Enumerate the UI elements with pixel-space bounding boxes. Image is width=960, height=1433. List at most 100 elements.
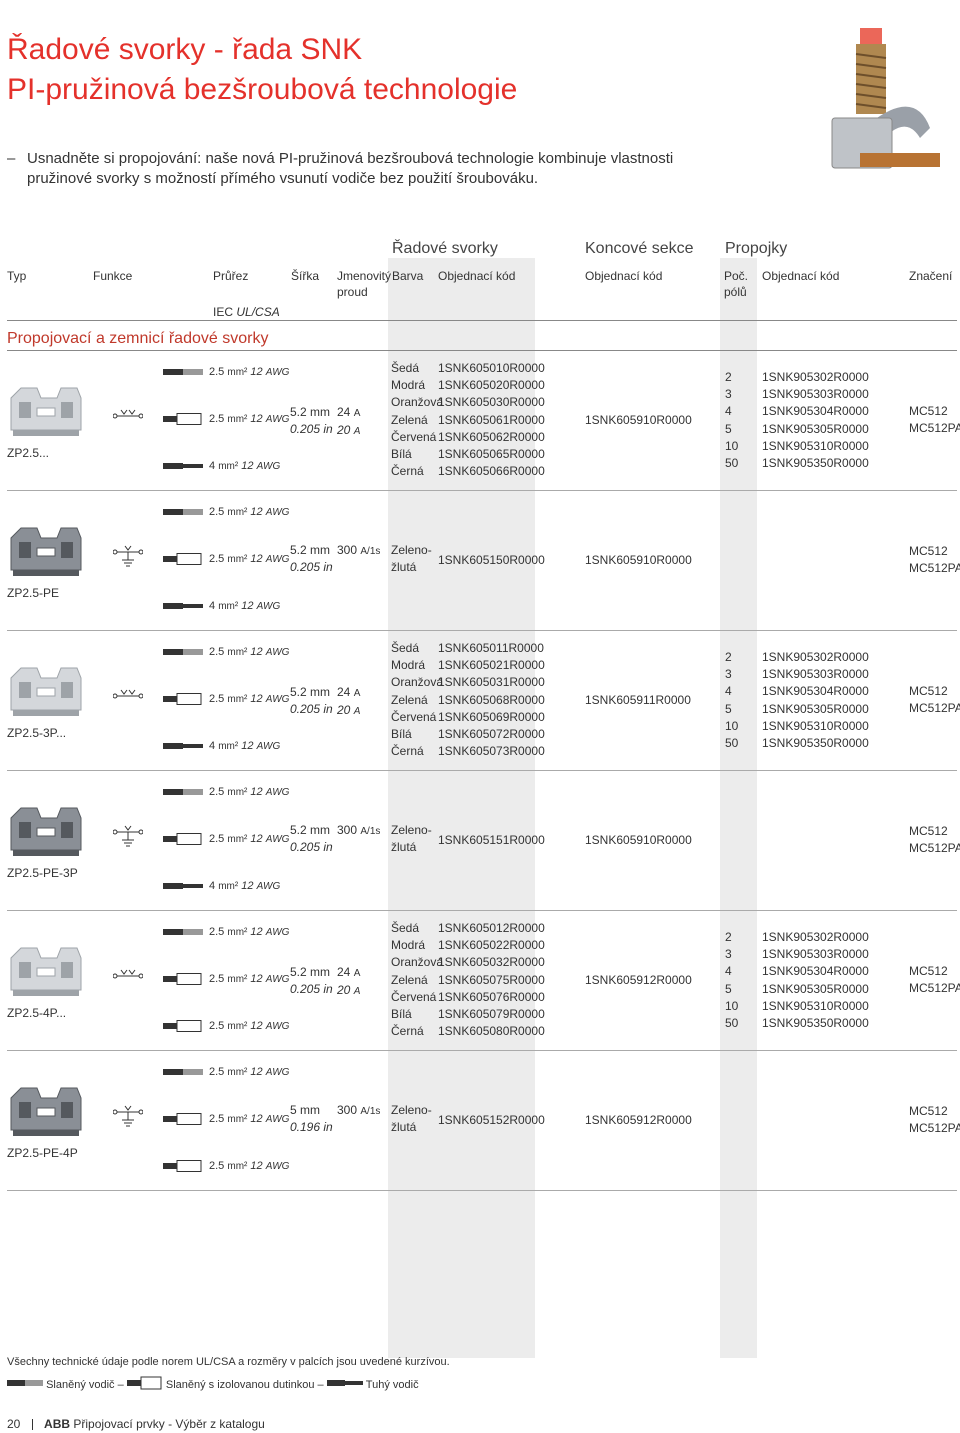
jumper-code: 1SNK905305R0000 — [762, 701, 869, 716]
awg-unit: AWG — [265, 1021, 290, 1032]
product-image — [10, 527, 82, 576]
color-name: Oranžová — [391, 395, 444, 410]
cross-section: 2.5 mm² 12 AWG — [163, 1066, 289, 1078]
cross-section-value: 2.5 — [209, 693, 225, 705]
pole-count: 2 — [725, 370, 732, 384]
color-list: Šedá Modrá Oranžová Zelená Červená Bílá Černá — [391, 640, 443, 760]
pole-count: 3 — [725, 667, 732, 682]
cross-section-value: 2.5 — [209, 1066, 225, 1078]
legend-a: Slaněný vodič — [46, 1378, 115, 1391]
header-rule — [7, 320, 957, 321]
cross-section: 4 mm² 12 AWG — [163, 880, 280, 892]
table-row: ZP2.5-PE 2.5 mm² 12 AWG 2.5 mm² 12 AWG 4 mm… — [0, 492, 960, 632]
cross-section-unit: mm² — [227, 974, 248, 985]
awg-value: 12 — [250, 413, 263, 425]
order-code: 1SNK605031R0000 — [438, 675, 545, 690]
width-mm-unit: mm — [310, 543, 331, 557]
jumper-code: 1SNK905304R0000 — [762, 404, 869, 419]
marking-code: MC512PA — [909, 841, 960, 856]
end-section-code: 1SNK605912R0000 — [585, 1113, 692, 1127]
width-mm: 5.2 — [290, 685, 307, 699]
width-in: 0.205 — [290, 982, 321, 997]
order-code: 1SNK605011R0000 — [438, 641, 544, 655]
pole-list: 2 3 4 5 10 50 — [725, 369, 738, 472]
jumper-list: 1SNK905302R0000 1SNK905303R0000 1SNK905304… — [762, 929, 869, 1032]
header-obj2: Objednací kód — [585, 269, 663, 283]
header-proud: proud — [337, 285, 368, 299]
width-mm-unit: mm — [310, 823, 331, 837]
cross-section-value: 2.5 — [209, 786, 225, 798]
page-title: Řadové svorky - řada SNK PI-pružinová be… — [7, 30, 517, 110]
current-ul-unit: A — [353, 968, 361, 979]
cross-section-unit: mm² — [227, 507, 248, 518]
rated-current: 300 A/1s — [337, 822, 380, 840]
width-in-unit: in — [323, 560, 333, 575]
color-name: Bílá — [391, 447, 412, 462]
marking-code: MC512 — [909, 684, 948, 698]
footer-brand: ABB — [44, 1417, 71, 1431]
width-mm: 5 — [290, 1103, 297, 1117]
cross-section-unit: mm² — [227, 554, 248, 565]
cross-section: 2.5 mm² 12 AWG — [163, 1160, 289, 1173]
pole-count: 10 — [725, 438, 739, 453]
gray-column-poc — [720, 258, 757, 1358]
awg-value: 12 — [241, 460, 254, 472]
marking-list: MC512 MC512PA — [909, 543, 960, 577]
section-title: Propojovací a zemnicí řadové svorky — [7, 330, 269, 347]
rated-current: 24 A 20 A — [337, 964, 360, 1000]
current-iec: 20 — [337, 703, 351, 718]
product-type: ZP2.5-PE-3P — [7, 866, 78, 880]
awg-value: 12 — [250, 646, 263, 658]
current-iec-unit: A — [353, 986, 361, 998]
color-name: Šedá — [391, 921, 420, 935]
current-iec: 20 — [337, 983, 351, 998]
pole-count: 3 — [725, 947, 732, 962]
solid-wire-icon — [326, 1378, 363, 1391]
stranded-wire-icon — [163, 649, 203, 656]
cross-section-value: 2.5 — [209, 1160, 225, 1172]
table-row: ZP2.5-4P... 2.5 mm² 12 AWG 2.5 mm² 12 AWG 2… — [0, 912, 960, 1052]
table-row: ZP2.5-3P... 2.5 mm² 12 AWG 2.5 mm² 12 AWG 4… — [0, 632, 960, 772]
cross-section-unit: mm² — [218, 741, 239, 752]
awg-value: 12 — [250, 366, 263, 378]
ferrule-wire-icon — [163, 1020, 202, 1033]
jumper-code: 1SNK905310R0000 — [762, 718, 869, 733]
product-image — [10, 667, 82, 716]
current-ul-unit: A — [353, 408, 361, 419]
color-list: Zeleno-žlutá — [391, 822, 432, 856]
product-image — [10, 387, 82, 436]
pole-count: 10 — [725, 998, 739, 1013]
color-list: Zeleno-žlutá — [391, 542, 432, 576]
pole-list: 2 3 4 5 10 50 — [725, 649, 738, 752]
product-image — [10, 947, 82, 996]
width-in: 0.205 — [290, 702, 321, 717]
ferrule-wire-icon — [126, 1376, 163, 1393]
order-code: 1SNK605072R0000 — [438, 727, 545, 742]
cross-section: 2.5 mm² 12 AWG — [163, 413, 289, 426]
cross-section-value: 2.5 — [209, 646, 225, 658]
awg-value: 12 — [250, 553, 263, 565]
width-mm-unit: mm — [310, 965, 331, 979]
pole-count: 4 — [725, 404, 732, 419]
cross-section-unit: mm² — [227, 1114, 248, 1125]
width-in-unit: in — [323, 840, 333, 855]
order-code: 1SNK605073R0000 — [438, 744, 545, 759]
width-in-unit: in — [323, 982, 333, 997]
color-name: Zeleno- — [391, 823, 432, 837]
order-code: 1SNK605012R0000 — [438, 921, 545, 935]
header-sirka: Šířka — [291, 269, 320, 283]
color-name: Černá — [391, 1024, 424, 1039]
color-name: žlutá — [391, 560, 417, 575]
pole-count: 2 — [725, 930, 732, 944]
cross-section: 4 mm² 12 AWG — [163, 600, 280, 612]
header-jmenovity: Jmenovitý — [337, 269, 392, 283]
marking-code: MC512 — [909, 404, 948, 418]
header-funkce: Funkce — [93, 269, 133, 283]
stranded-wire-icon — [163, 929, 203, 936]
ferrule-wire-icon — [163, 693, 202, 706]
color-name: Oranžová — [391, 675, 444, 690]
row-divider — [7, 770, 957, 771]
marking-code: MC512PA — [909, 561, 960, 576]
product-type: ZP2.5-4P... — [7, 1006, 67, 1020]
marking-code: MC512PA — [909, 701, 960, 716]
